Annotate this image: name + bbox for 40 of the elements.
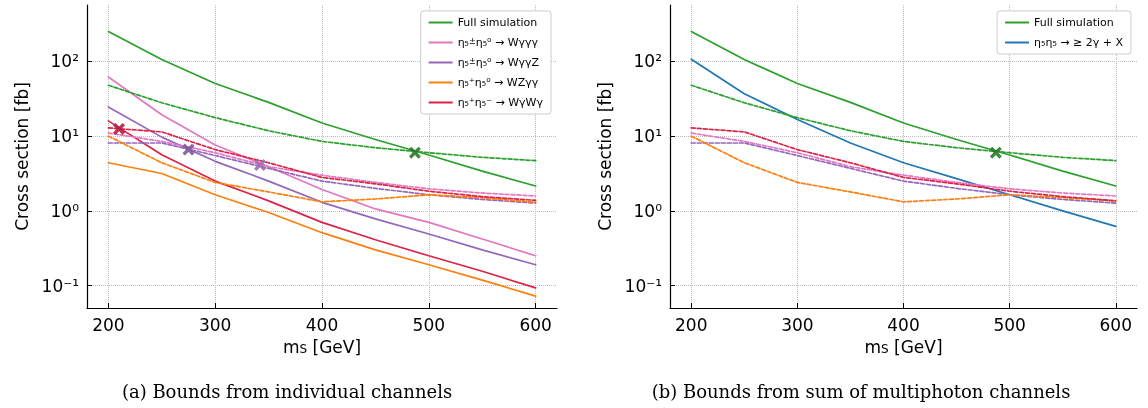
y-tick-label: 10² <box>50 51 79 72</box>
y-tick-label: 10¹ <box>50 126 79 147</box>
line-series <box>690 30 1117 187</box>
y-axis-title: Cross section [fb] <box>595 82 616 231</box>
line-series <box>107 120 537 289</box>
line-series <box>107 106 537 266</box>
point <box>113 122 126 135</box>
x-tick-label: 600 <box>519 314 552 335</box>
x-tick-label: 300 <box>198 314 232 335</box>
text: (b) Bounds from sum of multiphoton channels <box>651 380 1071 402</box>
point <box>254 159 267 172</box>
x-tick-label: 300 <box>781 314 814 335</box>
x-axis-title: mS [GeV] <box>864 336 943 357</box>
y-tick-label: 10⁰ <box>633 200 663 221</box>
legend-label: η₅±η₅⁰ → Wγγγ <box>457 36 539 49</box>
line-series <box>107 161 537 298</box>
legend-label: η₅⁺η₅⁰ → WZγγ <box>457 76 539 89</box>
x-tick-label: 400 <box>305 314 339 335</box>
point <box>408 146 421 159</box>
legend-label: Full simulation <box>1034 16 1114 29</box>
x-axis-title: mS [GeV] <box>282 336 362 357</box>
legend-label: η₅±η₅⁰ → WγγZ <box>457 56 540 69</box>
legend-label: η₅η₅ → ≥ 2γ + X <box>1034 36 1124 49</box>
x-tick-label: 400 <box>887 314 920 335</box>
y-tick-label: 10⁻¹ <box>624 275 662 296</box>
x-tick-label: 600 <box>1099 314 1132 335</box>
y-tick-label: 10⁻¹ <box>41 275 79 296</box>
point <box>182 143 195 156</box>
legend-label: η₅⁺η₅⁻ → WγWγ <box>457 96 544 109</box>
y-tick-label: 10⁰ <box>50 200 80 221</box>
x-tick-label: 200 <box>675 314 708 335</box>
y-tick-label: 10² <box>633 51 662 72</box>
y-tick-label: 10¹ <box>633 126 662 147</box>
x-tick-label: 200 <box>92 314 125 335</box>
legend-label: Full simulation <box>457 16 538 29</box>
text: (a) Bounds from individual channels <box>121 380 453 402</box>
line-series <box>690 58 1117 228</box>
x-tick-label: 500 <box>993 314 1026 335</box>
x-tick-label: 500 <box>412 314 446 335</box>
y-axis-title: Cross section [fb] <box>12 82 33 231</box>
